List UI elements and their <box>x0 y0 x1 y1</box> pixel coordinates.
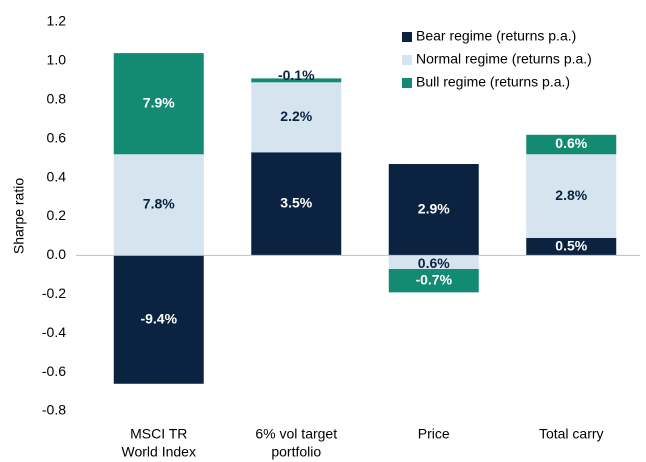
y-tick-label: 0.4 <box>47 168 67 184</box>
y-tick-label: -0.8 <box>42 402 66 418</box>
y-tick-label: -0.6 <box>42 363 66 379</box>
bar-segment <box>251 82 342 153</box>
value-label: -0.7% <box>415 271 452 287</box>
value-label: 2.8% <box>555 187 587 203</box>
legend-swatch <box>402 32 412 42</box>
legend-swatch <box>402 55 412 65</box>
value-label: 2.2% <box>280 108 312 124</box>
value-label: -9.4% <box>140 310 177 326</box>
value-label: 7.8% <box>143 196 175 212</box>
bar-segment <box>113 53 204 155</box>
value-label: 3.5% <box>280 195 312 211</box>
value-label: 0.6% <box>418 255 450 271</box>
bar-segment <box>388 269 479 293</box>
legend-swatch <box>402 78 412 88</box>
y-tick-label: 0.6 <box>47 129 67 145</box>
x-tick-label: World Index <box>122 444 196 460</box>
x-tick-label: Price <box>418 426 450 442</box>
value-label: 0.5% <box>555 237 587 253</box>
y-tick-label: 1.0 <box>47 52 67 68</box>
x-tick-label: 6% vol target <box>255 426 337 442</box>
y-tick-label: 0.0 <box>47 246 67 262</box>
y-tick-label: -0.4 <box>42 324 66 340</box>
bar-segment <box>526 134 617 155</box>
value-label: 7.9% <box>143 94 175 110</box>
bar-segment <box>113 154 204 256</box>
bar-segment <box>251 152 342 256</box>
x-tick-label: portfolio <box>271 444 321 460</box>
bar-segment <box>388 255 479 270</box>
bar-segment <box>526 154 617 238</box>
x-tick-label: MSCI TR <box>130 426 187 442</box>
bar-segment <box>113 255 204 384</box>
y-tick-label: 1.2 <box>47 13 67 29</box>
bar-segment <box>526 237 617 256</box>
legend-label: Bull regime (returns p.a.) <box>416 74 570 90</box>
x-tick-label: Total carry <box>539 426 604 442</box>
y-tick-label: -0.2 <box>42 285 66 301</box>
legend-label: Normal regime (returns p.a.) <box>416 51 592 67</box>
bar-segment <box>388 163 479 256</box>
y-axis-label: Sharpe ratio <box>11 178 27 254</box>
legend-label: Bear regime (returns p.a.) <box>416 28 576 44</box>
y-tick-label: 0.2 <box>47 207 67 223</box>
value-label: 2.9% <box>418 200 450 216</box>
y-tick-label: 0.8 <box>47 91 67 107</box>
value-label: -0.1% <box>278 67 315 83</box>
bar-segment <box>251 78 342 83</box>
value-label: 0.6% <box>555 135 587 151</box>
